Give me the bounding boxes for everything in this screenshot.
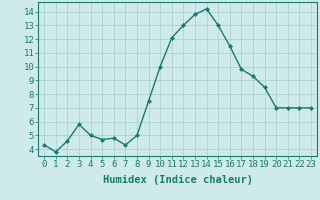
X-axis label: Humidex (Indice chaleur): Humidex (Indice chaleur) [103,175,252,185]
